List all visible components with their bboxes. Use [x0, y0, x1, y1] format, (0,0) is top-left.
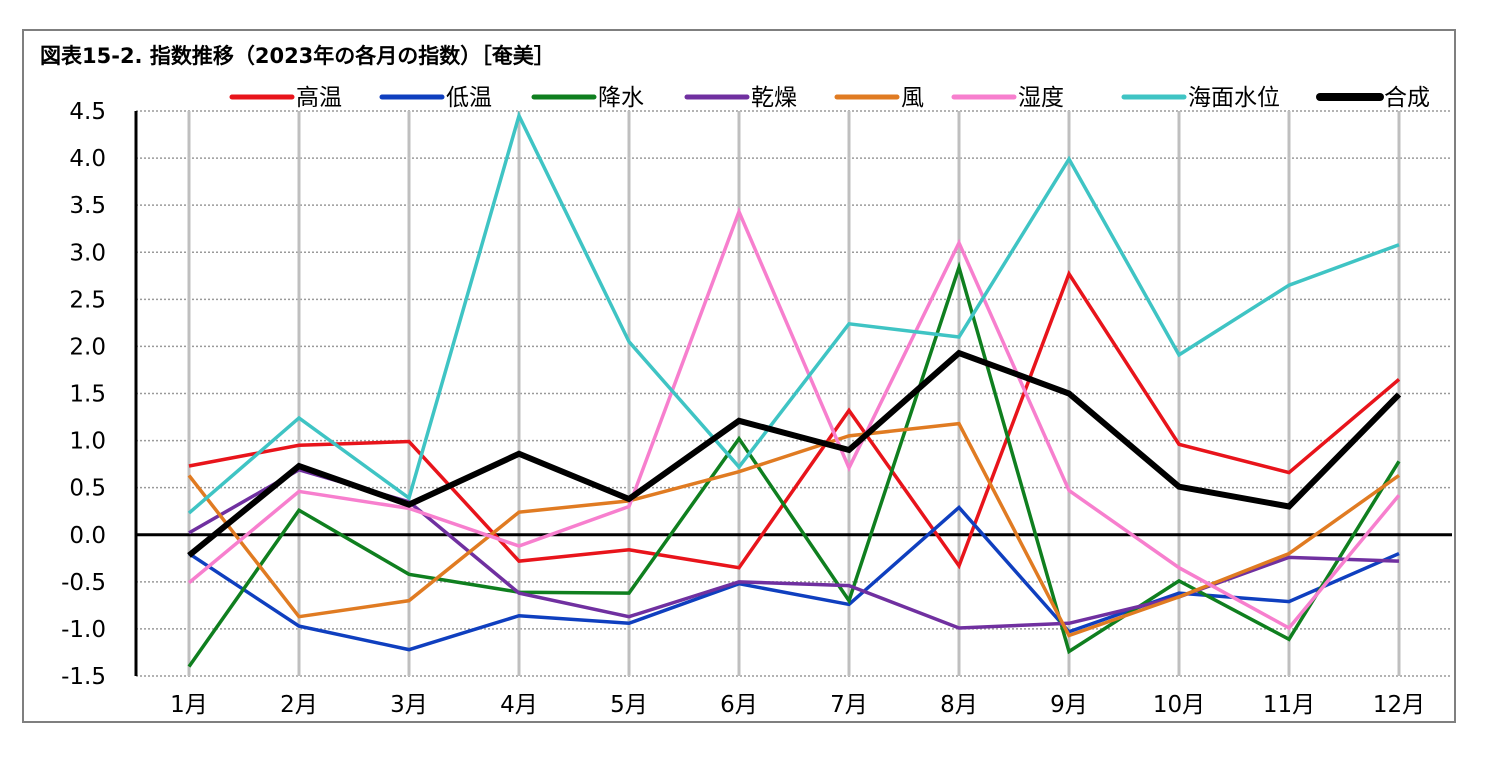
legend-label: 風	[901, 85, 924, 111]
y-tick-label: 4.0	[69, 146, 106, 172]
y-tick-label: 0.5	[69, 476, 106, 502]
legend: 高温 低温 降水 乾燥 風 湿度 海面水位 合成	[229, 85, 1430, 111]
x-tick-label: 2月	[280, 692, 318, 718]
y-tick-label: 3.0	[69, 240, 106, 266]
x-tick-label: 12月	[1373, 692, 1425, 718]
y-tick-label: 0.0	[69, 523, 106, 549]
legend-label: 湿度	[1018, 85, 1064, 111]
y-tick-label: 2.5	[69, 287, 106, 313]
x-tick-label: 3月	[390, 692, 428, 718]
x-tick-label: 5月	[610, 692, 648, 718]
x-tick-label: 10月	[1153, 692, 1205, 718]
chart-frame: 図表15-2. 指数推移（2023年の各月の指数）［奄美］ 4.5 4.0 3.5 3…	[22, 29, 1456, 723]
legend-label: 合成	[1384, 85, 1430, 111]
x-tick-label: 6月	[720, 692, 758, 718]
series-line-2	[188, 504, 1400, 652]
y-tick-label: -0.5	[61, 570, 106, 596]
y-tick-label: 1.0	[69, 429, 106, 455]
series-line-5	[187, 421, 1401, 638]
x-tick-label: 11月	[1263, 692, 1315, 718]
chart-title: 図表15-2. 指数推移（2023年の各月の指数）［奄美］	[40, 44, 555, 68]
y-tick-label: -1.0	[61, 617, 106, 643]
series-line-1	[188, 270, 1401, 570]
x-tick-label: 1月	[170, 692, 208, 718]
y-axis-ticks: 4.5 4.0 3.5 3.0 2.5 2.0 1.5 1.0 0.5 0.0 -0.5 -1.0 -1…	[61, 99, 106, 690]
x-tick-label: 8月	[940, 692, 978, 718]
y-tick-label: 4.5	[69, 99, 106, 125]
series-lines	[187, 110, 1402, 668]
legend-label: 乾燥	[751, 85, 797, 111]
legend-label: 低温	[446, 85, 492, 111]
x-axis-ticks: 1月 2月 3月 4月 5月 6月 7月 8月 9月 10月 11月 12月	[170, 692, 1425, 718]
legend-label: 海面水位	[1188, 85, 1280, 111]
y-tick-label: 3.5	[69, 193, 106, 219]
x-tick-label: 9月	[1050, 692, 1088, 718]
x-tick-label: 7月	[830, 692, 868, 718]
x-tick-label: 4月	[500, 692, 538, 718]
series-line-7	[187, 110, 1400, 515]
line-chart: 図表15-2. 指数推移（2023年の各月の指数）［奄美］ 4.5 4.0 3.5 3…	[40, 44, 1452, 718]
series-line-6	[187, 207, 1401, 631]
y-tick-label: -1.5	[61, 664, 106, 690]
series-line-8	[187, 349, 1402, 558]
y-tick-label: 2.0	[69, 334, 106, 360]
legend-label: 降水	[598, 85, 644, 111]
legend-label: 高温	[296, 85, 342, 111]
y-tick-label: 1.5	[69, 382, 106, 408]
